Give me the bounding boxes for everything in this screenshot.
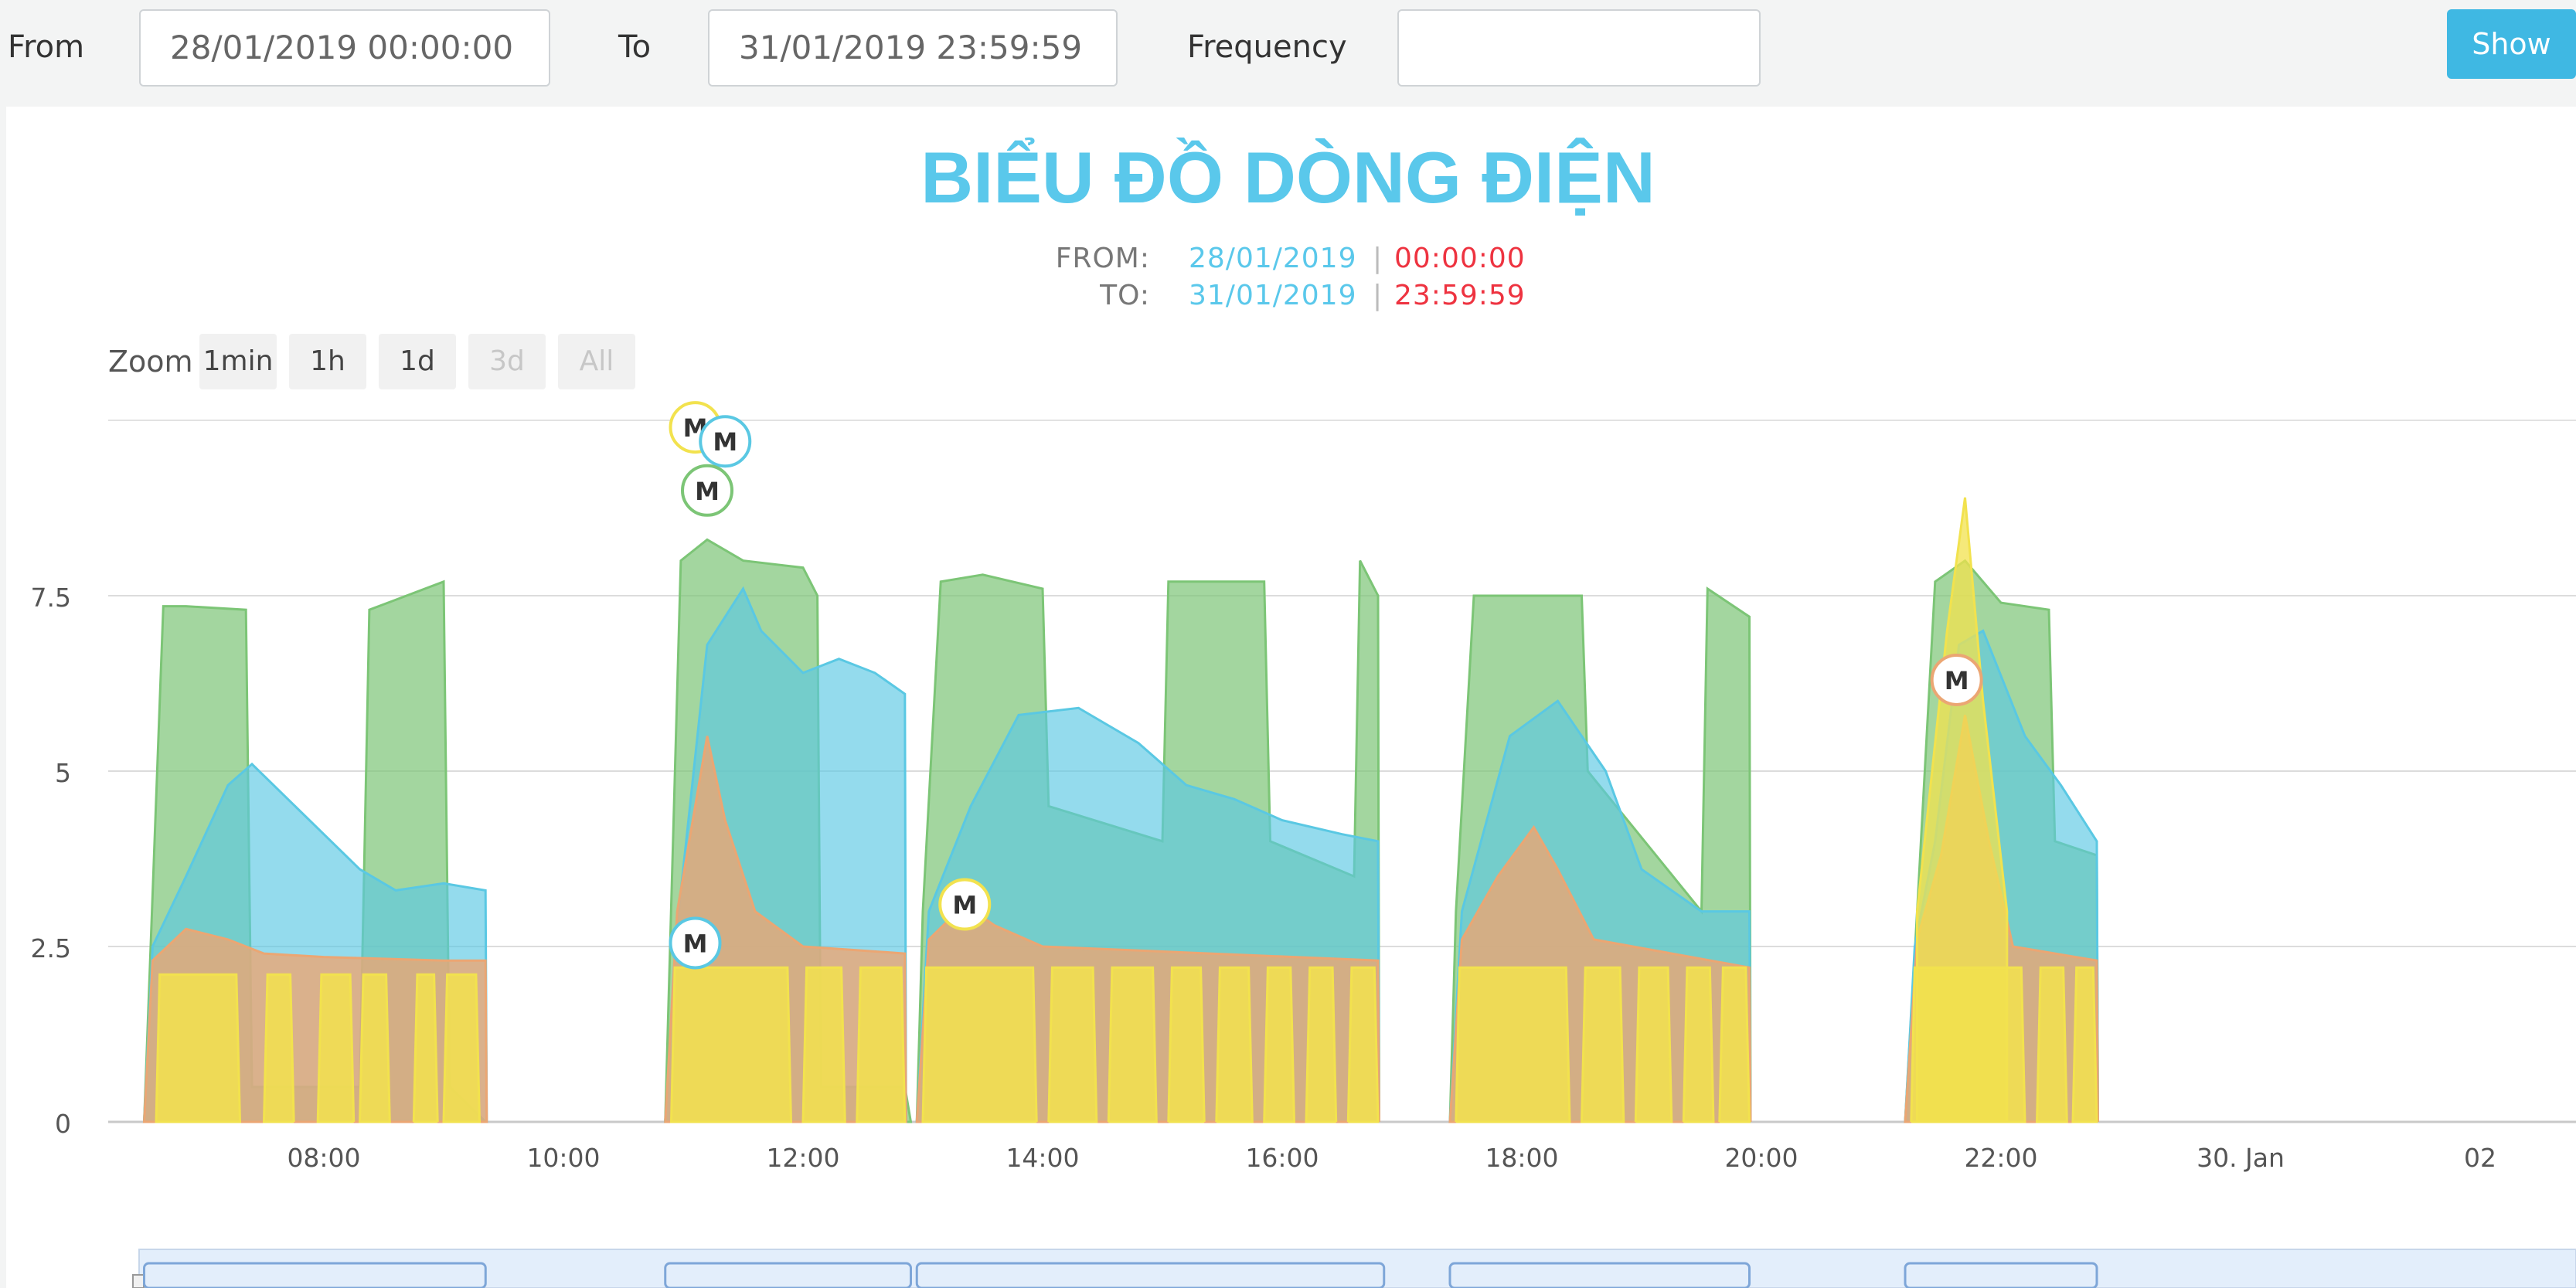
series-area-yellow [1455,966,1571,1123]
x-tick-label: 08:00 [287,1143,360,1173]
x-tick-label: 12:00 [766,1143,839,1173]
event-marker: M [1930,653,1983,706]
subtitle-from-date: 28/01/2019 [1189,243,1357,274]
event-marker: M [681,464,733,517]
series-area-yellow [2035,966,2068,1123]
filter-bar: From 28/01/2019 00:00:00 To 31/01/2019 2… [0,0,2576,100]
zoom-1h-button[interactable]: 1h [289,334,366,389]
chart-title: BIỂU ĐỒ DÒNG ĐIỆN [920,137,1656,218]
series-area-yellow [1167,966,1206,1123]
navigator-series-outline [664,1262,912,1288]
marker-label: M [683,929,708,958]
from-date-input[interactable]: 28/01/2019 00:00:00 [139,9,550,87]
x-tick-label: 10:00 [526,1143,600,1173]
y-tick-label: 0 [55,1109,71,1139]
marker-circle [669,916,722,970]
marker-circle [938,878,992,931]
series-area-yellow [412,973,439,1123]
event-marker: M [699,415,752,468]
x-tick-label: 30. Jan [2197,1143,2285,1173]
series-area-yellow [316,973,356,1123]
to-label: To [618,29,652,65]
subtitle-separator: | [1373,280,1383,311]
series-area-yellow [262,973,295,1123]
series-area-yellow [1634,966,1673,1123]
navigator-strip [138,1249,2576,1288]
series-area-yellow [1107,966,1158,1123]
subtitle-from-time: 00:00:00 [1394,243,1526,274]
x-tick-label: 22:00 [1964,1143,2037,1173]
series-area-yellow [1682,966,1715,1123]
marker-circle [681,464,733,517]
y-tick-label: 7.5 [31,583,71,613]
series-area-yellow [801,966,846,1123]
x-tick-label: 20:00 [1724,1143,1798,1173]
x-tick-label: 16:00 [1245,1143,1319,1173]
series-area-yellow [669,966,793,1123]
series-area-yellow [1580,966,1625,1123]
zoom-all-button: All [558,334,635,389]
navigator-series-outline [1904,1262,2098,1288]
zoom-label: Zoom [108,345,193,379]
series-area-yellow [1215,966,1254,1123]
subtitle-separator: | [1373,243,1383,274]
series-area-yellow [921,966,1038,1123]
marker-circle [1930,653,1983,706]
navigator-series-outline [143,1262,487,1288]
series-area-yellow [1718,966,1751,1123]
navigator-handle [132,1274,145,1288]
series-area-yellow [1346,966,1380,1123]
subtitle-to-label: TO: [1100,280,1150,311]
marker-circle [699,415,752,468]
navigator-series-outline [915,1262,1386,1288]
frequency-input[interactable] [1397,9,1761,87]
x-tick-label: 02 [2464,1143,2496,1173]
marker-label: M [1945,666,1969,695]
x-tick-label: 18:00 [1485,1143,1558,1173]
series-area-yellow [442,973,482,1123]
marker-label: M [952,891,977,920]
zoom-1min-button[interactable]: 1min [199,334,277,389]
series-area-yellow [155,973,242,1123]
series-area-yellow [2071,966,2098,1123]
series-area-yellow [856,966,907,1123]
subtitle-to-date: 31/01/2019 [1189,280,1357,311]
subtitle-to-time: 23:59:59 [1394,280,1526,311]
from-label: From [8,29,85,65]
show-button[interactable]: Show [2447,9,2576,79]
event-marker: M [938,878,992,931]
event-marker: M [669,916,722,970]
marker-label: M [695,477,720,506]
series-area-yellow [358,973,391,1123]
x-tick-label: 14:00 [1006,1143,1079,1173]
to-date-input[interactable]: 31/01/2019 23:59:59 [708,9,1118,87]
navigator-series-outline [1448,1262,1751,1288]
y-tick-label: 2.5 [31,933,71,963]
frequency-label: Frequency [1187,29,1347,65]
series-area-yellow [1047,966,1098,1123]
marker-label: M [713,427,737,457]
zoom-1d-button[interactable]: 1d [379,334,456,389]
series-area-yellow [1263,966,1296,1123]
series-area-yellow-peak [1916,497,2009,1123]
y-tick-label: 5 [55,758,71,788]
series-area-yellow [1305,966,1338,1123]
zoom-3d-button: 3d [468,334,546,389]
subtitle-from-label: FROM: [1055,243,1150,274]
